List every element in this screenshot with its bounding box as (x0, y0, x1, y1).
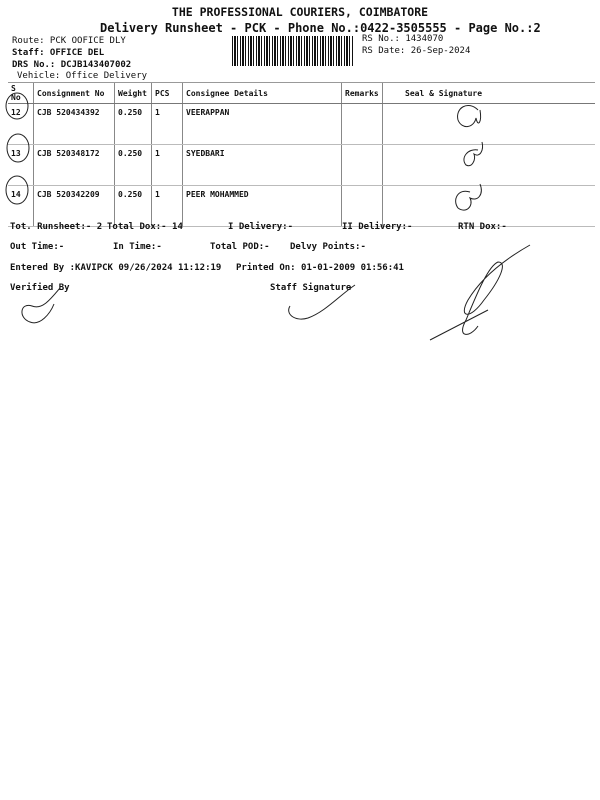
circle-mark-13 (6, 133, 30, 163)
staff-signature (288, 284, 356, 320)
circle-mark-14 (5, 175, 29, 205)
pcs: 1 (151, 103, 183, 145)
sno: 13 (8, 144, 34, 186)
seal-signature (382, 144, 595, 186)
consignee: SYEDBARI (182, 144, 342, 186)
sno: 14 (8, 185, 34, 227)
sno: 12 (8, 103, 34, 145)
drs-number: DRS No.: DCJB143407002 (12, 60, 132, 70)
printed-on: Printed On: 01-01-2009 01:56:41 (236, 263, 404, 273)
seal-signature (382, 103, 595, 145)
rs-date: RS Date: 26-Sep-2024 (362, 46, 471, 56)
col-consignment: Consignment No (33, 82, 115, 104)
consignment-no: CJB 520342209 (33, 185, 115, 227)
seal-signature (382, 185, 595, 227)
weight: 0.250 (114, 144, 152, 186)
remarks (341, 103, 383, 145)
in-time: In Time:- (113, 242, 162, 252)
remarks (341, 185, 383, 227)
vehicle: Vehicle: Office Delivery (17, 71, 148, 81)
staff-signature-label: Staff Signature (270, 283, 352, 293)
total-dox: Total Dox:- 14 (107, 222, 183, 232)
consignee: VEERAPPAN (182, 103, 342, 145)
col-seal-signature: Seal & Signature (382, 82, 595, 104)
col-weight: Weight (114, 82, 152, 104)
barcode (232, 36, 354, 66)
table-header: S No Consignment No Weight PCS Consignee… (8, 82, 595, 104)
col-pcs: PCS (151, 82, 183, 104)
route: Route: PCK OOFICE DLY (12, 36, 126, 46)
consignment-table: S No Consignment No Weight PCS Consignee… (8, 82, 595, 227)
consignee: PEER MOHAMMED (182, 185, 342, 227)
col-consignee: Consignee Details (182, 82, 342, 104)
table-row: 14 CJB 520342209 0.250 1 PEER MOHAMMED (8, 185, 595, 227)
entered-by: Entered By :KAVIPCK 09/26/2024 11:12:19 (10, 263, 222, 273)
staff: Staff: OFFICE DEL (12, 48, 105, 58)
seal-signature-mark-3 (455, 183, 482, 211)
delvy-points: Delvy Points:- (290, 242, 366, 252)
pcs: 1 (151, 185, 183, 227)
remarks (341, 144, 383, 186)
company-title: THE PROFESSIONAL COURIERS, COIMBATORE (171, 5, 429, 19)
rs-number: RS No.: 1434070 (362, 34, 444, 44)
consignment-no: CJB 520434392 (33, 103, 115, 145)
seal-signature-mark-2 (463, 141, 483, 167)
rtn-dox: RTN Dox:- (458, 222, 507, 232)
verified-by: Verified By (10, 283, 70, 293)
large-signature (429, 244, 531, 341)
consignment-no: CJB 520348172 (33, 144, 115, 186)
col-remarks: Remarks (341, 82, 383, 104)
circle-mark-12 (5, 92, 29, 120)
weight: 0.250 (114, 185, 152, 227)
weight: 0.250 (114, 103, 152, 145)
total-pod: Total POD:- (210, 242, 270, 252)
pcs: 1 (151, 144, 183, 186)
runsheet-subtitle: Delivery Runsheet - PCK - Phone No.:0422… (100, 21, 541, 35)
seal-signature-mark-1 (457, 105, 481, 127)
ii-delivery: II Delivery:- (342, 222, 413, 232)
col-sno: S No (8, 82, 34, 104)
tot-runsheet: Tot. Runsheet:- 2 (10, 222, 103, 232)
table-row: 12 CJB 520434392 0.250 1 VEERAPPAN (8, 103, 595, 145)
verified-signature (21, 287, 61, 324)
out-time: Out Time:- (10, 242, 65, 252)
i-delivery: I Delivery:- (228, 222, 294, 232)
table-row: 13 CJB 520348172 0.250 1 SYEDBARI (8, 144, 595, 186)
